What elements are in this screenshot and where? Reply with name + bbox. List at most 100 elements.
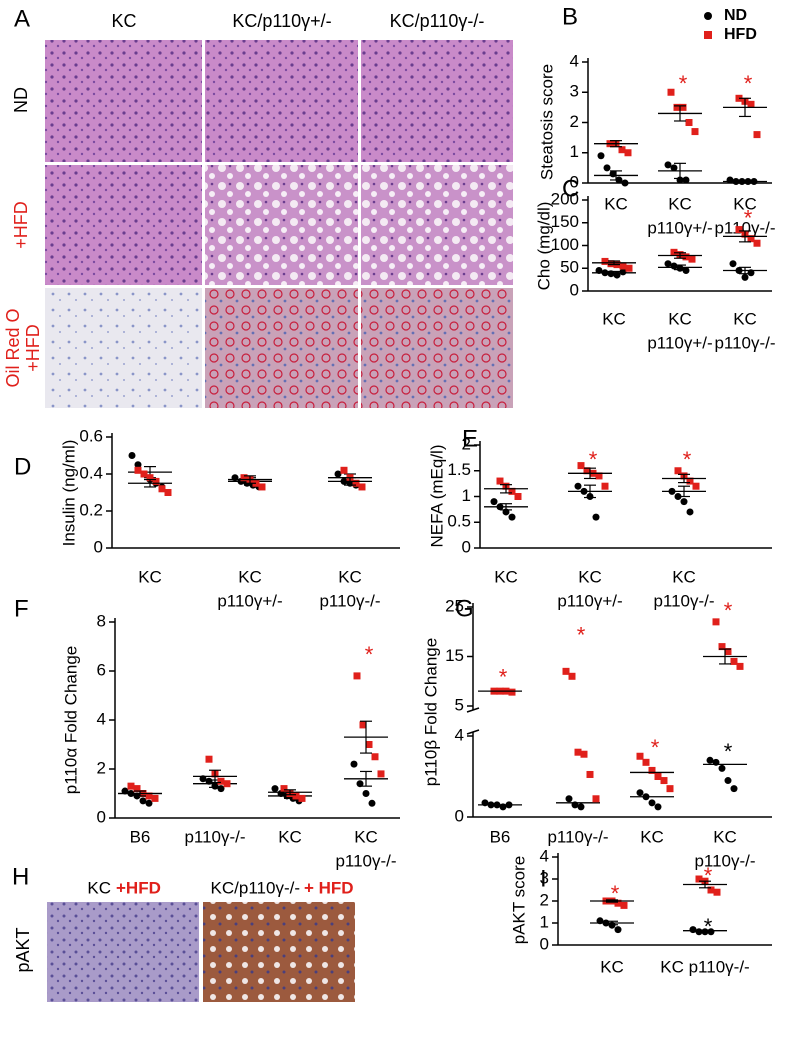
x-tick-label: KC: [600, 957, 624, 976]
data-point: [496, 477, 504, 485]
data-point: [271, 785, 279, 793]
significance-mark: *: [724, 739, 733, 764]
data-point: [565, 795, 573, 803]
data-point: [514, 493, 522, 500]
data-point: [692, 482, 700, 490]
axis-break: [466, 729, 480, 735]
data-point: [654, 773, 662, 780]
y-tick-label: 0.4: [79, 463, 103, 482]
data-point: [619, 262, 627, 270]
data-point: [620, 901, 628, 909]
legend-marker: [704, 31, 712, 39]
x-tick-label: KC: [733, 309, 757, 328]
y-tick-label: 4: [570, 51, 579, 70]
data-point: [601, 257, 609, 265]
data-point: [334, 470, 342, 478]
x-tick-label: p110γ+/-: [647, 218, 712, 237]
panel-a-images: [45, 40, 513, 408]
data-point: [577, 462, 585, 470]
data-point: [670, 164, 678, 172]
y-tick-label: 0: [97, 807, 106, 826]
column-label: +HFD: [116, 878, 161, 897]
data-point: [614, 926, 622, 934]
y-tick-label: 3: [570, 82, 579, 101]
data-point: [718, 643, 726, 651]
x-tick-label: p110γ-/-: [547, 827, 608, 846]
y-tick-label: 0: [462, 537, 471, 556]
significance-mark: *: [577, 623, 586, 648]
significance-mark: *: [744, 71, 753, 96]
y-tick-label: 2: [570, 112, 579, 131]
data-point: [508, 513, 516, 521]
data-point: [145, 792, 153, 800]
data-point: [713, 888, 721, 896]
x-tick-label: KC: [668, 309, 692, 328]
x-tick-label: p110γ-/-: [184, 827, 245, 846]
data-point: [352, 479, 360, 487]
panel-label: B: [562, 3, 578, 30]
micrograph: [205, 40, 358, 162]
y-axis-label: p110α Fold Change: [61, 646, 80, 794]
data-point: [730, 657, 738, 665]
data-point: [682, 253, 690, 261]
axis-break: [466, 707, 480, 713]
data-point: [624, 149, 632, 157]
x-tick-label: KC: [494, 567, 518, 586]
data-point: [741, 273, 749, 281]
data-point: [747, 235, 755, 243]
y-axis-label: pAKT score: [509, 856, 528, 945]
data-point: [603, 164, 611, 172]
y-tick-label: 50: [560, 258, 579, 277]
y-axis-label: Insulin (ng/ml): [59, 440, 78, 547]
panel-label: D: [14, 453, 31, 480]
data-point: [298, 794, 306, 802]
x-tick-label: B6: [130, 827, 151, 846]
data-point: [258, 483, 266, 491]
data-point: [592, 795, 600, 803]
data-point: [707, 886, 715, 894]
x-tick-label: p110γ+/-: [217, 591, 282, 610]
y-tick-label: 1: [462, 486, 471, 505]
data-point: [164, 489, 172, 496]
data-point: [664, 161, 672, 169]
data-point: [350, 760, 358, 768]
data-point: [718, 764, 726, 772]
x-tick-label: p110γ-/-: [335, 851, 396, 870]
data-point: [735, 226, 743, 234]
y-axis-label: p110β Fold Change: [421, 638, 440, 786]
column-label: KC: [111, 11, 136, 31]
data-point: [730, 785, 738, 793]
column-label: KC: [87, 878, 111, 897]
x-tick-label: KC: [672, 567, 696, 586]
x-tick-label: p110γ+/-: [647, 333, 712, 352]
data-point: [601, 482, 609, 490]
column-label: KC/p110γ-/-: [211, 878, 300, 897]
column-label: KC/p110γ+/-: [232, 11, 331, 31]
y-tick-label: 1: [570, 142, 579, 161]
y-tick-label: 8: [97, 611, 106, 630]
x-tick-label: KC: [604, 194, 628, 213]
x-tick-label: KC p110γ-/-: [660, 957, 749, 976]
significance-mark: *: [724, 598, 733, 623]
data-point: [152, 477, 160, 485]
data-point: [618, 146, 626, 154]
y-tick-label: 200: [551, 189, 579, 208]
micrograph: [203, 902, 355, 1002]
row-label: +HFD: [11, 201, 31, 249]
data-point: [648, 799, 656, 807]
y-tick-label: 1: [540, 912, 549, 931]
y-tick-label: 0: [455, 806, 464, 825]
data-point: [682, 176, 690, 184]
data-point: [583, 467, 591, 475]
data-point: [508, 487, 516, 495]
data-point: [217, 785, 225, 793]
data-point: [753, 239, 761, 247]
data-point: [121, 787, 129, 795]
data-point: [682, 267, 690, 275]
data-point: [686, 477, 694, 485]
data-point: [691, 128, 699, 136]
data-point: [140, 470, 148, 478]
data-point: [223, 780, 231, 788]
data-point: [146, 474, 154, 482]
y-tick-label: 4: [97, 709, 106, 728]
